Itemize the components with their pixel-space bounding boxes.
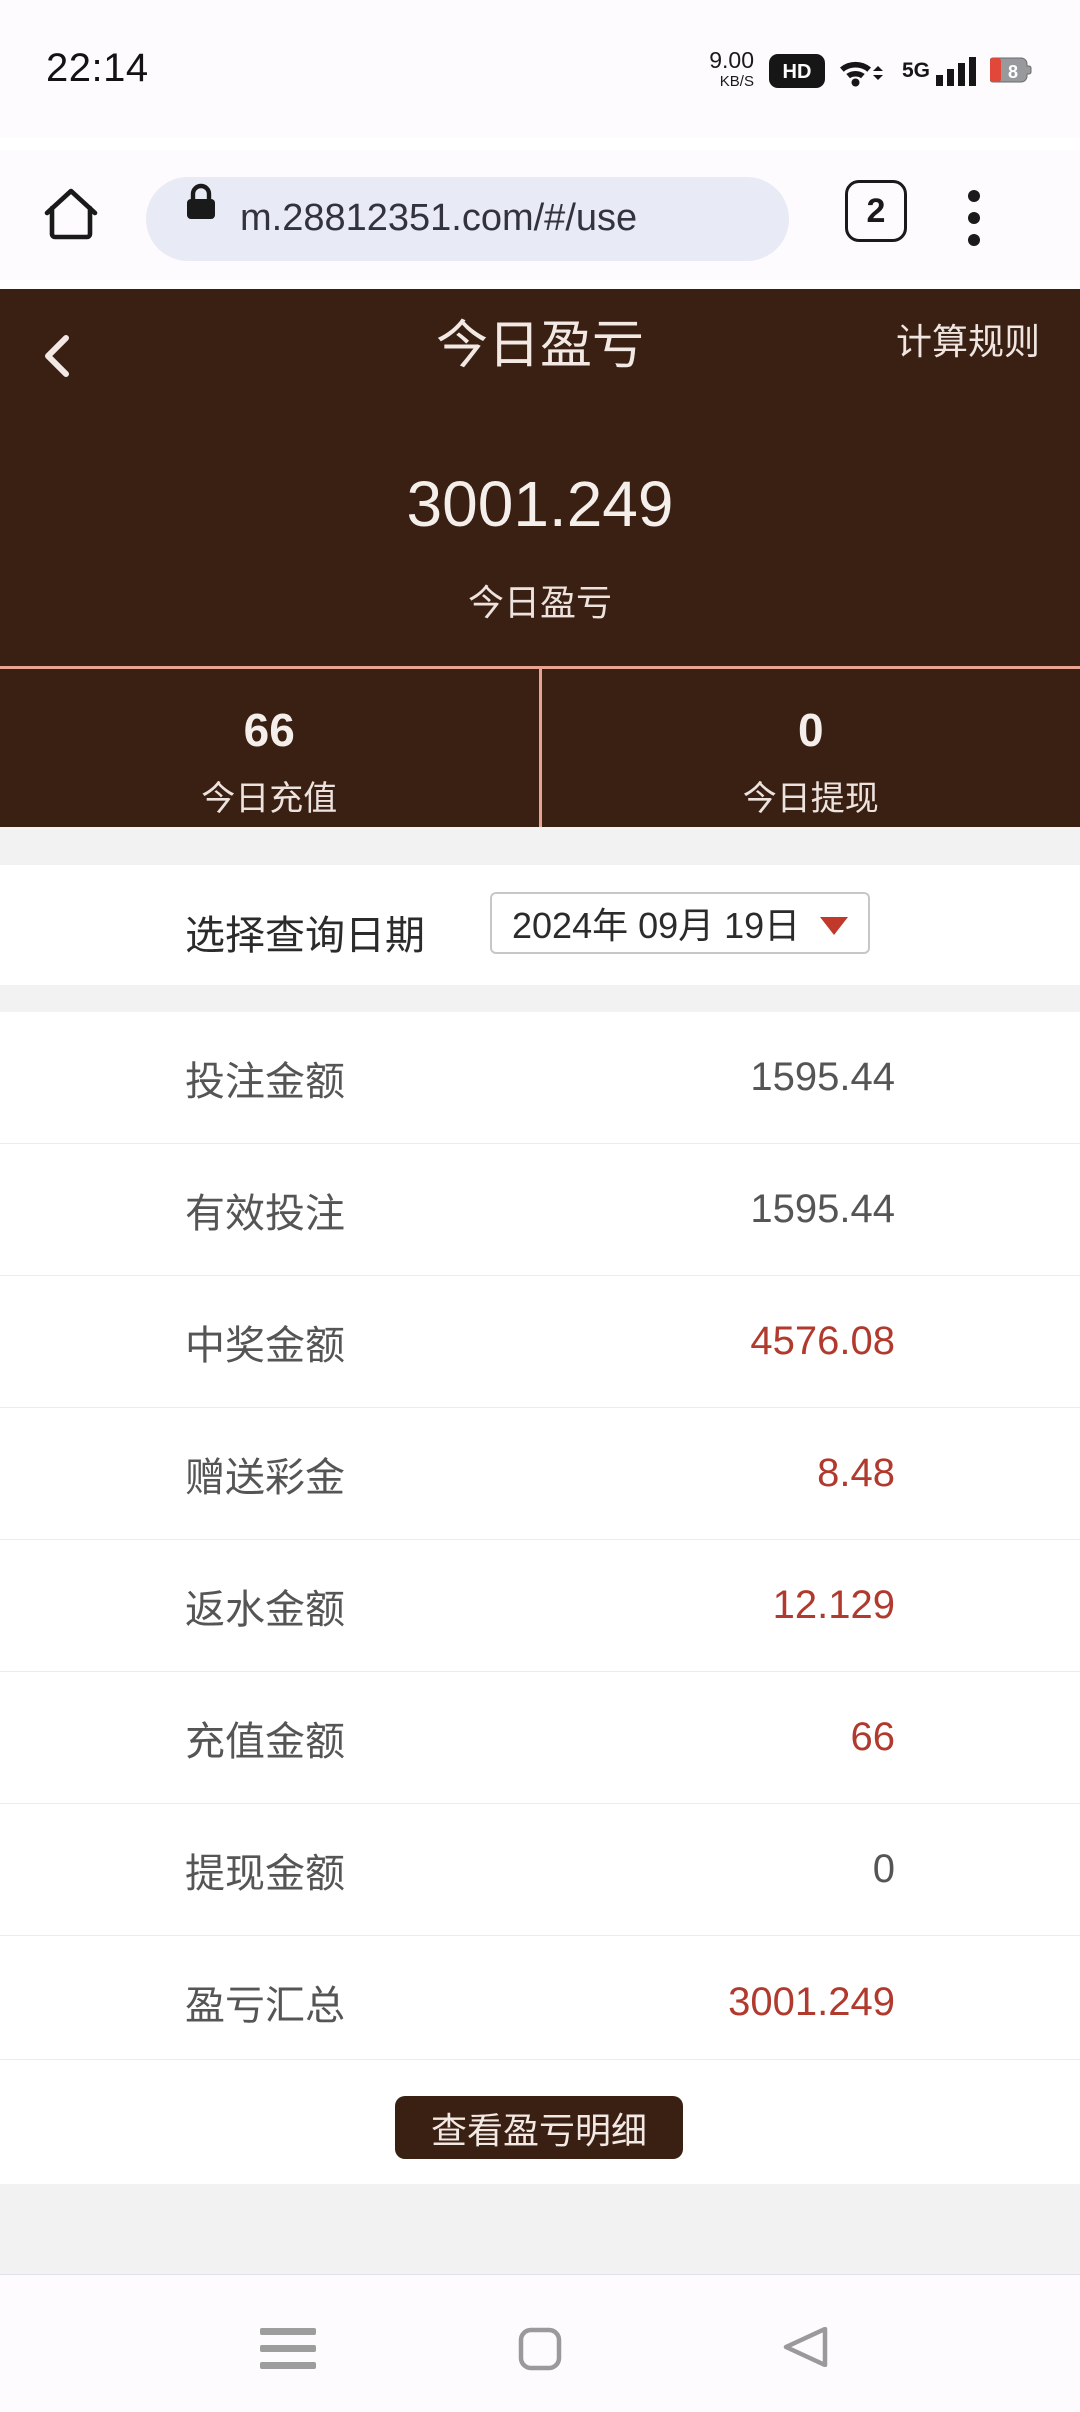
- svg-text:HD: HD: [783, 61, 812, 83]
- svg-text:8: 8: [1008, 62, 1018, 82]
